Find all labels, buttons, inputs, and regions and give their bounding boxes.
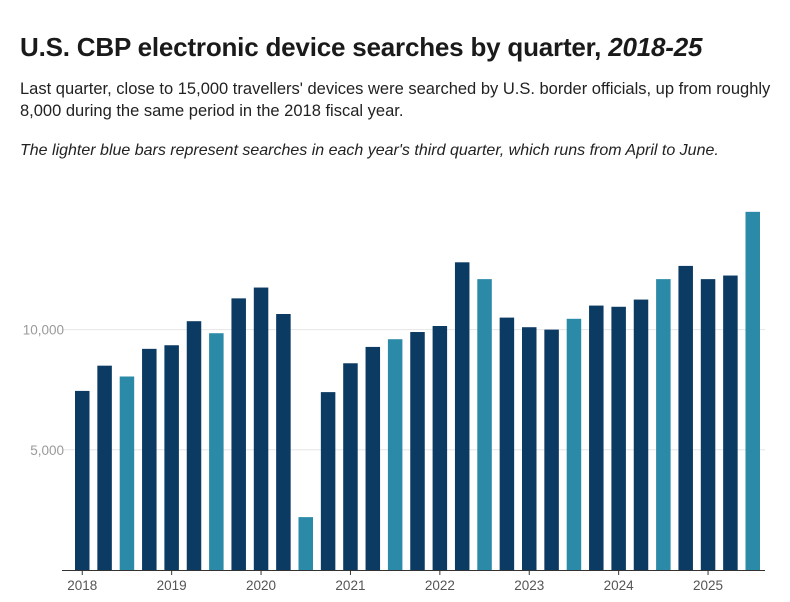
x-tick-label: 2021 (335, 578, 365, 593)
bar (164, 345, 179, 570)
bar (209, 333, 224, 570)
bar (566, 318, 582, 570)
chart-title-main: U.S. CBP electronic device searches by q… (20, 32, 609, 62)
x-tick-label: 2024 (604, 578, 635, 593)
bar (410, 332, 425, 570)
bar (544, 329, 559, 570)
bar (298, 517, 313, 570)
chart-title-years: 2018-25 (608, 32, 703, 62)
bar (700, 279, 716, 570)
x-tick-label: 2025 (693, 578, 723, 593)
x-tick-label: 2022 (425, 578, 455, 593)
bar (97, 365, 112, 570)
bar (75, 390, 90, 570)
bar (454, 262, 470, 570)
chart-subtitle: Last quarter, close to 15,000 travellers… (20, 80, 771, 120)
chart-note: The lighter blue bars represent searches… (20, 142, 719, 159)
bar (633, 299, 649, 570)
chart-title: U.S. CBP electronic device searches by q… (20, 32, 702, 63)
y-tick-label: 10,000 (23, 323, 64, 338)
bar (499, 317, 515, 570)
bar (589, 305, 604, 570)
bar (723, 275, 738, 570)
bar (186, 321, 202, 570)
bar (656, 279, 671, 570)
bar (477, 279, 492, 570)
x-tick-label: 2019 (157, 578, 187, 593)
bar (320, 392, 336, 570)
bar (522, 327, 537, 570)
bar (253, 287, 269, 570)
bar (745, 211, 760, 570)
x-tick-label: 2020 (246, 578, 276, 593)
bar (432, 326, 448, 570)
x-tick-label: 2018 (67, 578, 97, 593)
bar (276, 313, 291, 570)
bar (343, 363, 358, 570)
bar (611, 306, 626, 570)
bar (678, 265, 693, 570)
bar (119, 376, 135, 570)
bar (365, 346, 381, 570)
bar (142, 348, 157, 570)
bar (231, 298, 246, 570)
y-tick-label: 5,000 (30, 443, 64, 458)
bar (387, 339, 403, 570)
x-tick-label: 2023 (514, 578, 544, 593)
